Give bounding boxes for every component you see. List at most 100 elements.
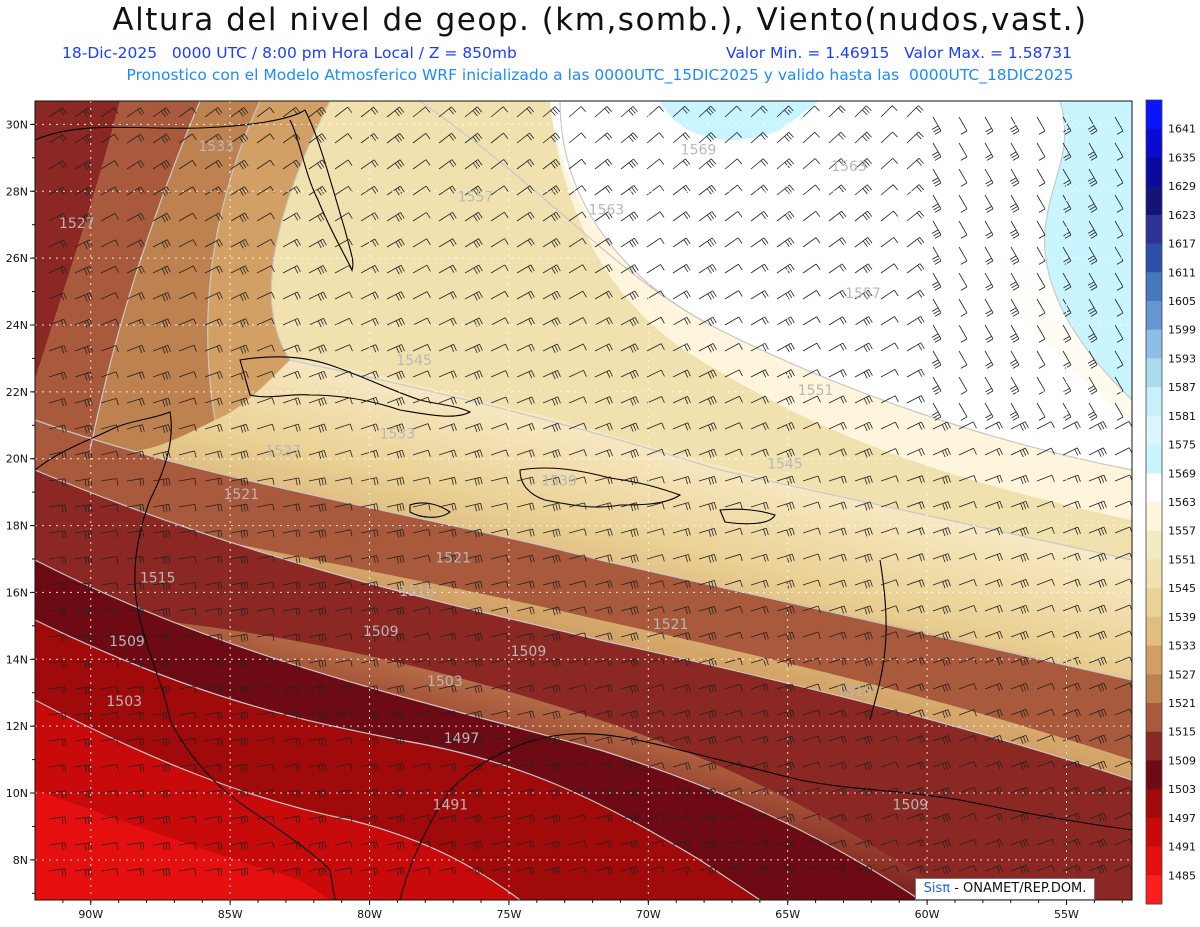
wind-barb — [282, 867, 301, 876]
wind-barb — [880, 527, 899, 535]
wind-barb — [334, 815, 353, 823]
wind-barb — [152, 503, 171, 513]
wind-barb — [386, 370, 405, 380]
wind-barb — [360, 841, 379, 850]
wind-barb — [750, 475, 769, 484]
wind-barb — [750, 761, 769, 770]
wind-barb — [386, 212, 405, 222]
wind-barb — [1062, 246, 1072, 265]
wind-barb — [1009, 142, 1020, 161]
wind-barb — [1010, 864, 1029, 875]
wind-barb — [256, 763, 275, 771]
wind-barb — [256, 397, 275, 405]
wind-barb — [880, 421, 899, 430]
legend-label: 1575 — [1168, 439, 1196, 452]
wind-barb — [724, 761, 743, 770]
wind-barb — [698, 528, 717, 537]
wind-barb — [1036, 474, 1055, 482]
wind-barb — [750, 501, 769, 510]
contour-label: 1557 — [845, 286, 881, 302]
wind-barb — [1010, 786, 1029, 797]
wind-barb — [1114, 578, 1132, 586]
wind-barb — [1009, 168, 1020, 187]
wind-barb — [490, 449, 509, 457]
wind-barb — [880, 813, 899, 821]
wind-barb — [1114, 142, 1124, 161]
wind-barb — [724, 475, 743, 484]
wind-barb — [438, 710, 457, 719]
wind-barb — [1036, 220, 1046, 239]
wind-barb — [646, 528, 665, 536]
wind-barb — [932, 605, 951, 615]
wind-barb — [100, 424, 119, 432]
wind-barb — [802, 184, 821, 196]
lon-label: 60W — [915, 908, 940, 921]
wind-barb — [802, 709, 821, 717]
wind-barb — [334, 477, 353, 485]
wind-barb — [776, 316, 795, 327]
legend-swatch — [1146, 530, 1162, 560]
wind-barb — [438, 606, 457, 615]
wind-barb — [230, 529, 249, 539]
wind-barb — [620, 684, 639, 694]
wind-barb — [776, 527, 795, 537]
wind-barb — [334, 133, 353, 144]
wind-barb — [724, 709, 743, 718]
wind-barb — [750, 395, 769, 404]
legend-swatch — [1146, 588, 1162, 618]
wind-barb — [48, 345, 67, 354]
wind-barb — [464, 762, 483, 772]
wind-barb — [360, 265, 379, 274]
wind-barb — [412, 264, 431, 274]
wind-barb — [412, 633, 431, 641]
wind-barb — [386, 659, 405, 668]
wind-barb — [1114, 786, 1132, 794]
wind-barb — [906, 157, 924, 170]
wind-barb — [724, 553, 743, 562]
wind-barb — [126, 608, 145, 616]
wind-barb — [984, 324, 994, 343]
wind-barb — [854, 683, 873, 693]
wind-barb — [438, 684, 457, 693]
wind-barb — [178, 424, 197, 432]
wind-barb — [178, 659, 197, 668]
wind-barb — [412, 711, 431, 719]
wind-barb — [386, 815, 405, 824]
wind-barb — [776, 475, 795, 485]
wind-barb — [490, 606, 509, 615]
wind-barb — [230, 423, 249, 433]
wind-barb — [386, 106, 405, 118]
legend-swatch — [1146, 703, 1162, 733]
wind-barb — [230, 815, 249, 825]
wind-barb — [48, 318, 67, 327]
wind-barb — [126, 582, 145, 590]
wind-barb — [906, 813, 925, 822]
wind-barb — [698, 263, 717, 274]
wind-barb — [542, 396, 561, 406]
wind-barb — [594, 343, 613, 352]
wind-barb — [646, 290, 665, 300]
wind-barb — [958, 527, 977, 535]
wind-barb — [1062, 838, 1081, 847]
wind-barb — [594, 132, 613, 144]
wind-barb — [1009, 246, 1020, 265]
wind-barb — [724, 369, 743, 378]
wind-barb — [204, 659, 223, 668]
wind-barb — [334, 212, 353, 222]
wind-barb — [230, 607, 249, 617]
wind-barb — [204, 529, 223, 538]
wind-barb — [204, 212, 223, 222]
wind-barb — [958, 683, 977, 691]
wind-barb — [178, 186, 197, 196]
wind-barb — [672, 866, 691, 875]
wind-barb — [74, 398, 93, 407]
wind-barb — [828, 237, 847, 248]
wind-barb — [672, 105, 690, 118]
wind-barb — [412, 238, 431, 248]
wind-barb — [620, 106, 638, 118]
wind-barb — [360, 449, 379, 458]
wind-barb — [984, 553, 1003, 562]
wind-barb — [672, 502, 691, 511]
wind-barb — [412, 291, 431, 300]
wind-barb — [1114, 350, 1124, 369]
